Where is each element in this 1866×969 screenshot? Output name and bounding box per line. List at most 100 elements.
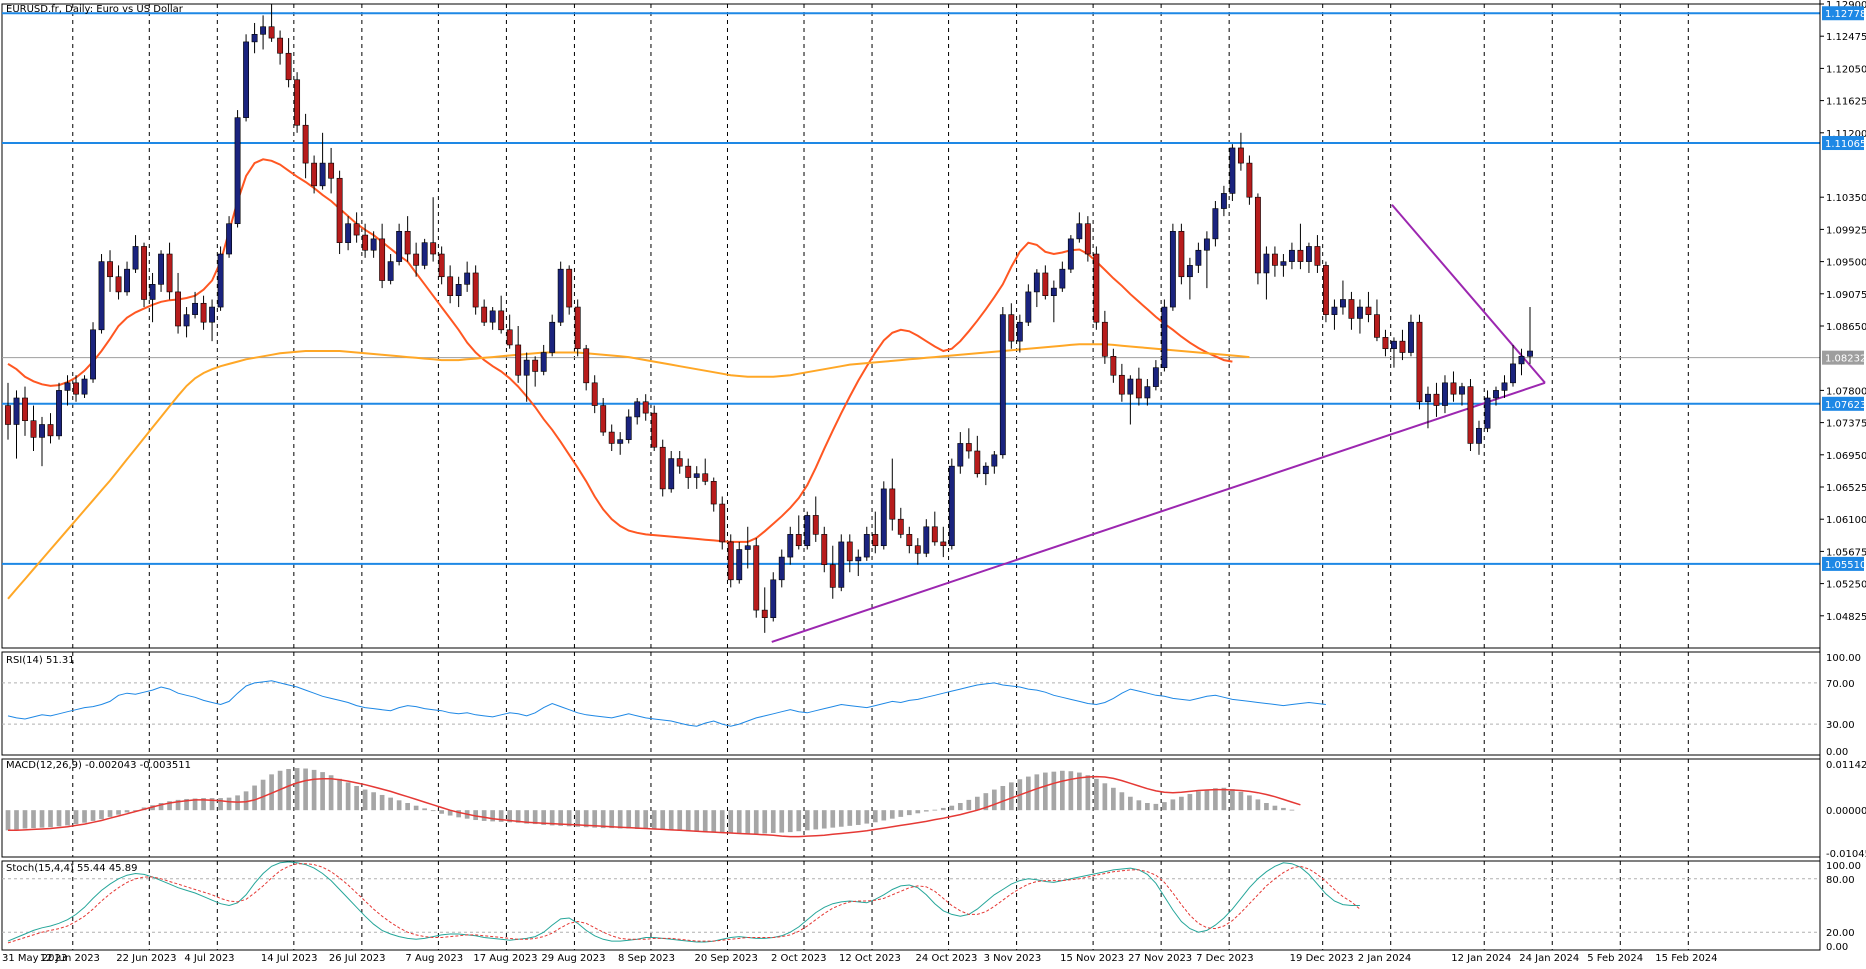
bearish-candle [583,348,590,384]
bullish-candle [1059,268,1066,289]
bullish-candle [13,397,20,425]
bullish-candle [863,534,870,558]
stochastic-label: Stoch(15,4,4) 55.44 45.89 [6,863,137,874]
bullish-candle [387,261,394,281]
macd-histogram-bar [915,810,921,814]
bearish-candle [268,26,275,39]
macd-histogram-bar [1068,771,1074,811]
bullish-candle [1144,386,1151,399]
bullish-candle [549,321,556,353]
macd-histogram-bar [371,792,376,811]
price-axis: 1.12900 1.12475 1.12050 1.11625 1.11200 1.103… [1819,0,1866,953]
macd-histogram-bar [226,797,232,811]
bullish-candle [234,117,241,225]
macd-tick-label: 0.011429 [1826,760,1866,771]
bullish-candle [1263,253,1270,274]
bearish-candle [1042,272,1049,296]
bullish-candle [1408,321,1414,353]
macd-histogram-bar [1153,803,1159,811]
price-tick-label: 1.12475 [1826,32,1866,43]
macd-histogram-bar [1162,802,1167,811]
date-tick-label: 15 Nov 2023 [1060,953,1124,964]
macd-histogram-bar [1289,809,1295,811]
date-tick-label: 29 Aug 2023 [541,953,605,964]
macd-panel-frame [1,758,1821,858]
bearish-candle [642,401,649,414]
bearish-candle [175,291,181,327]
macd-histogram-bar [634,810,640,829]
price-tick-label: 1.12900 [1826,0,1866,11]
bearish-candle [1254,196,1261,274]
macd-histogram-bar [277,770,283,811]
chart-title: EURUSD.fr, Daily: Euro vs US Dollar [6,4,184,15]
macd-histogram-bar [1272,805,1278,811]
level-price-tag [1822,396,1864,411]
macd-histogram-bar [898,810,904,817]
bullish-candle [1050,287,1057,296]
bearish-candle [965,443,972,452]
macd-histogram-bar [1008,782,1014,811]
bullish-candle [948,465,955,547]
date-tick-label: 12 Jan 2024 [1451,953,1511,964]
stoch-main-line [7,861,1360,943]
macd-histogram-bar [745,810,751,834]
price-tick-label: 1.05675 [1826,547,1866,558]
macd-panel [5,768,1301,838]
macd-histogram-bar [243,791,249,811]
bullish-candle [1195,249,1202,266]
date-tick-label: 12 Oct 2023 [839,953,901,964]
macd-histogram-bar [668,810,674,831]
macd-histogram-bar [1145,803,1150,811]
macd-histogram-bar [99,810,104,820]
bearish-candle [404,230,411,255]
bearish-candle [294,79,301,126]
rsi-tick-label: 70.00 [1826,679,1855,690]
macd-histogram-bar [711,810,717,833]
level-price-tag [1822,6,1864,21]
bearish-candle [710,481,717,505]
bearish-candle [430,242,437,255]
macd-histogram-bar [566,810,572,827]
bullish-candle [1340,299,1346,308]
macd-histogram-bar [184,798,189,811]
bearish-candle [566,268,573,308]
macd-histogram-bar [1085,775,1091,811]
bearish-candle [1246,162,1253,198]
macd-histogram-bar [626,810,632,829]
bearish-candle [413,253,420,266]
bullish-candle [124,268,130,293]
macd-histogram-bar [541,810,547,825]
bearish-candle [515,344,522,376]
bullish-candle [1280,261,1287,266]
macd-histogram-bar [592,810,598,828]
macd-histogram-bar [22,810,28,829]
bearish-candle [302,124,309,164]
price-tick-label: 1.11200 [1826,129,1866,140]
macd-histogram-bar [991,789,997,811]
date-tick-label: 17 Aug 2023 [473,953,537,964]
bullish-candle [243,41,250,118]
stochastic-panel [2,861,1820,944]
date-tick-label: 12 Jun 2023 [40,953,100,964]
bearish-candle [914,545,921,554]
macd-histogram-bar [804,810,810,831]
bearish-candle [1365,306,1372,315]
bullish-candle [1076,223,1083,240]
bullish-candle [56,390,62,437]
macd-histogram-bar [1230,789,1235,811]
macd-histogram-bar [31,810,36,829]
bearish-candle [200,302,207,323]
date-tick-label: 27 Nov 2023 [1128,953,1192,964]
bullish-candle [1161,306,1168,368]
macd-histogram-bar [1094,778,1099,811]
macd-histogram-bar [481,810,487,821]
price-tick-label: 1.07800 [1826,386,1866,397]
bearish-candle [702,473,709,482]
bearish-candle [600,405,607,433]
date-tick-label: 24 Oct 2023 [916,953,978,964]
macd-histogram-bar [167,801,172,811]
macd-histogram-bar [558,810,564,826]
bullish-candle [982,465,989,475]
macd-histogram-bar [770,810,776,834]
